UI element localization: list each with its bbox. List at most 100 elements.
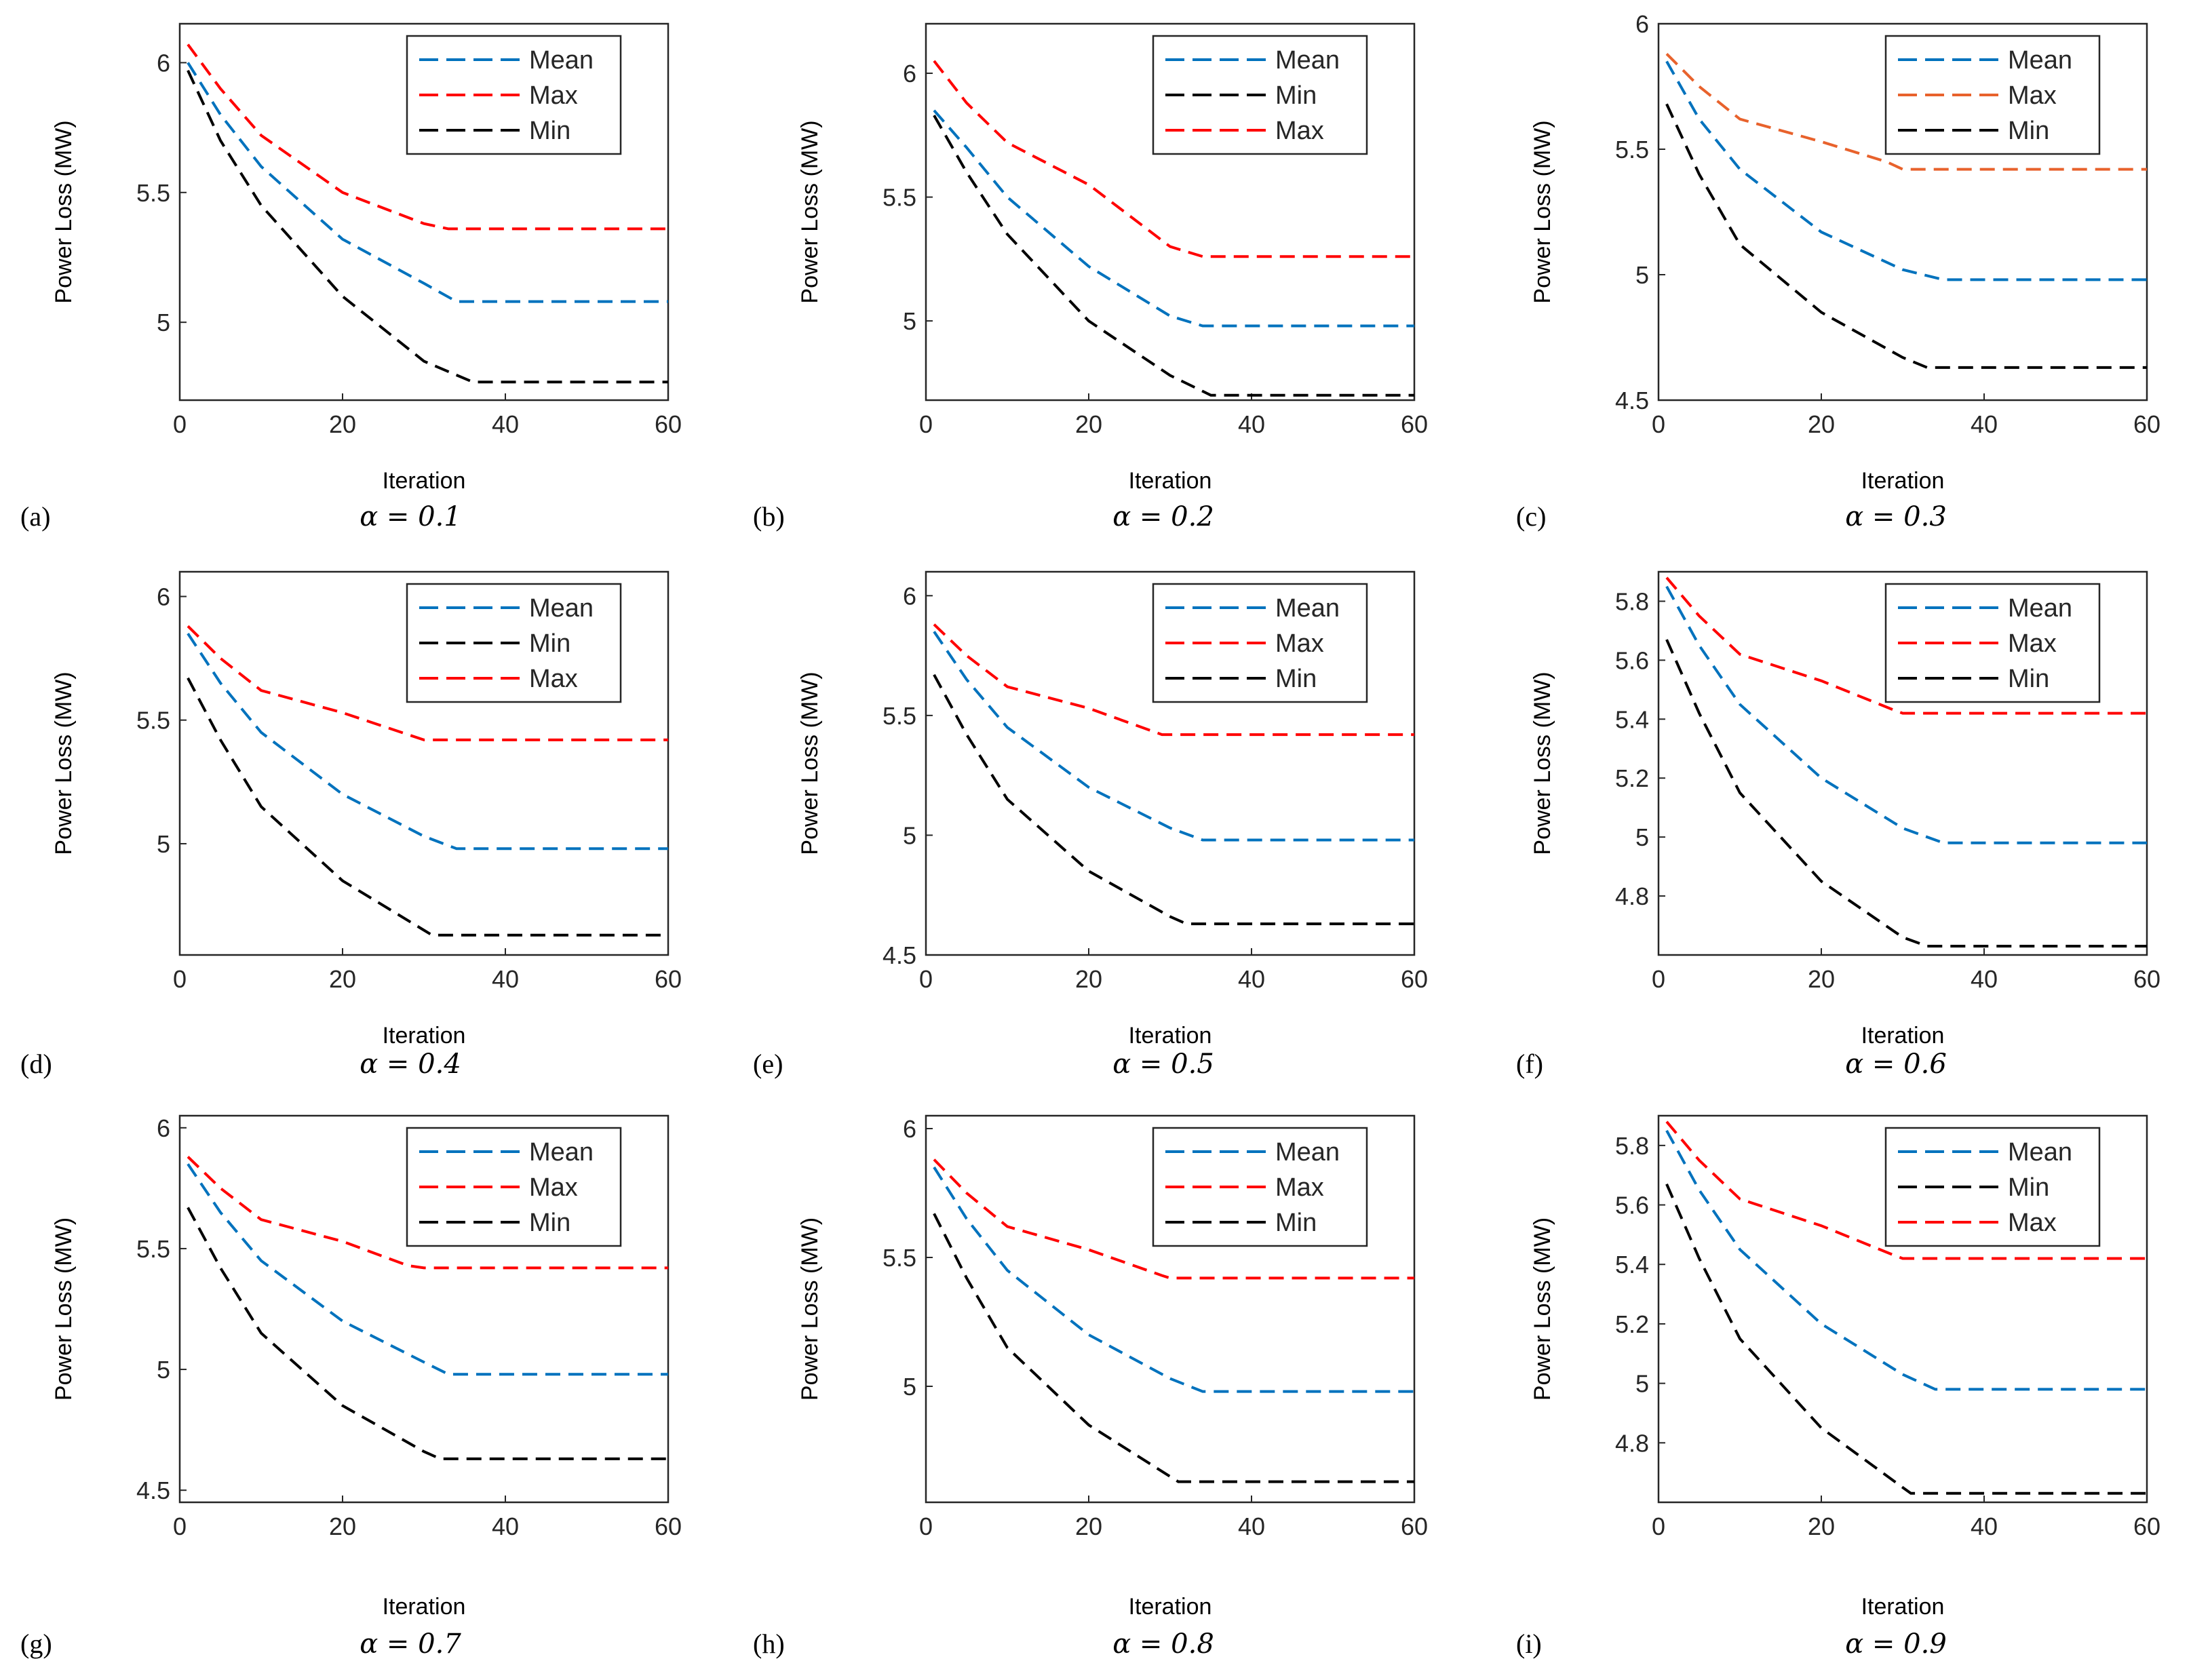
x-tick-label: 20 — [329, 1512, 356, 1540]
x-tick-label: 20 — [1075, 965, 1102, 993]
x-tick-label: 20 — [1075, 410, 1102, 438]
x-axis-label: Iteration — [1861, 1023, 1945, 1049]
x-tick-label: 20 — [1808, 965, 1835, 993]
alpha-caption: α = 0.8 — [1112, 1628, 1214, 1660]
x-tick-label: 20 — [1808, 1512, 1835, 1540]
y-tick-label: 5.5 — [883, 184, 916, 212]
legend-label: Max — [2008, 81, 2057, 110]
y-tick-label: 4.5 — [1615, 387, 1649, 414]
alpha-caption: α = 0.9 — [1845, 1628, 1947, 1660]
series-line-mean — [187, 62, 668, 303]
x-axis-label: Iteration — [383, 1594, 466, 1620]
chart-panel: 0 20 40 60 4.5 5 5.5 6 Iteration Power Loss (MW) M… — [1516, 10, 2160, 532]
series-line-max — [187, 43, 668, 231]
legend-label: Mean — [1275, 594, 1340, 623]
legend-label: Max — [1275, 1173, 1324, 1202]
x-tick-label: 0 — [173, 965, 187, 993]
series-line-max — [1665, 577, 2147, 715]
panel-caption: (e) — [753, 1049, 783, 1079]
x-tick-label: 0 — [1652, 410, 1665, 438]
x-tick-label: 60 — [2133, 1512, 2160, 1540]
panel-caption: (h) — [753, 1628, 785, 1659]
legend-label: Min — [1275, 665, 1317, 693]
x-tick-label: 40 — [1238, 1512, 1265, 1540]
panel-caption: (d) — [20, 1049, 52, 1079]
x-axis-label: Iteration — [1129, 468, 1212, 494]
alpha-caption: α = 0.5 — [1112, 1049, 1214, 1080]
panel-caption: (a) — [20, 501, 50, 532]
y-tick-label: 5 — [903, 821, 916, 849]
y-axis-label: Power Loss (MW) — [1530, 671, 1555, 855]
y-tick-label: 6 — [1635, 10, 1649, 38]
y-axis-label: Power Loss (MW) — [51, 671, 77, 855]
series-line-min — [187, 1207, 668, 1460]
x-tick-label: 40 — [1971, 410, 1998, 438]
alpha-caption: α = 0.1 — [360, 501, 461, 532]
x-tick-label: 60 — [655, 1512, 682, 1540]
chart-panel: 0 20 40 60 5 5.5 6 Iteration Power Loss (MW) Mean… — [753, 22, 1428, 532]
alpha-caption: α = 0.3 — [1845, 501, 1947, 532]
y-tick-label: 5.8 — [1615, 1132, 1649, 1160]
y-tick-label: 5.5 — [883, 702, 916, 730]
x-axis-label: Iteration — [1129, 1023, 1212, 1049]
y-tick-label: 4.5 — [883, 941, 916, 969]
chart-panel: 0 20 40 60 4.8 5 5.2 5.4 5.6 5.8 Iteration Power Lo… — [1516, 570, 2160, 1080]
y-tick-label: 5.5 — [136, 179, 170, 207]
legend-label: Mean — [529, 594, 594, 623]
y-tick-label: 5 — [903, 307, 916, 335]
y-axis-label: Power Loss (MW) — [1530, 120, 1555, 303]
x-tick-label: 0 — [173, 1512, 187, 1540]
series-line-max — [933, 60, 1414, 258]
x-tick-label: 40 — [492, 1512, 519, 1540]
y-tick-label: 5.2 — [1615, 764, 1649, 792]
chart-panel: 0 20 40 60 5 5.5 6 Iteration Power Loss (MW) Mean… — [753, 1114, 1428, 1660]
y-tick-label: 6 — [157, 1114, 170, 1142]
x-tick-label: 40 — [1238, 410, 1265, 438]
y-tick-label: 6 — [903, 1115, 916, 1143]
alpha-caption: α = 0.2 — [1112, 501, 1214, 532]
legend-label: Max — [529, 81, 578, 110]
x-tick-label: 60 — [2133, 410, 2160, 438]
y-tick-label: 5 — [1635, 823, 1649, 851]
legend-label: Max — [529, 1173, 578, 1202]
series-line-min — [1665, 103, 2147, 369]
legend-label: Min — [1275, 1209, 1317, 1237]
x-tick-label: 20 — [1808, 410, 1835, 438]
chart-panel: 0 20 40 60 4.5 5 5.5 6 Iteration Power Loss (MW) M… — [20, 1114, 682, 1660]
x-tick-label: 0 — [919, 1512, 933, 1540]
y-tick-label: 5 — [157, 1356, 170, 1384]
alpha-caption: α = 0.6 — [1845, 1049, 1947, 1080]
legend-label: Mean — [529, 46, 594, 75]
legend-label: Min — [2008, 1173, 2049, 1202]
legend-label: Mean — [2008, 1138, 2072, 1167]
legend-label: Max — [1275, 629, 1324, 658]
y-tick-label: 5.4 — [1615, 705, 1649, 733]
legend-label: Min — [2008, 117, 2049, 145]
y-tick-label: 5.5 — [136, 707, 170, 735]
x-tick-label: 40 — [1971, 965, 1998, 993]
x-axis-label: Iteration — [1861, 468, 1945, 494]
x-tick-label: 0 — [1652, 965, 1665, 993]
y-tick-label: 5.5 — [136, 1235, 170, 1263]
series-line-mean — [1665, 1129, 2147, 1391]
x-tick-label: 60 — [1401, 1512, 1428, 1540]
panel-caption: (i) — [1516, 1628, 1542, 1659]
series-line-min — [187, 70, 668, 384]
panel-caption: (b) — [753, 501, 785, 532]
y-tick-label: 5.5 — [1615, 136, 1649, 163]
series-line-mean — [933, 109, 1414, 328]
y-tick-label: 5.6 — [1615, 1192, 1649, 1219]
panel-caption: (c) — [1516, 501, 1546, 532]
y-tick-label: 5 — [1635, 1370, 1649, 1398]
x-tick-label: 60 — [655, 410, 682, 438]
series-line-min — [933, 115, 1414, 397]
alpha-caption: α = 0.4 — [360, 1049, 461, 1080]
y-tick-label: 5.8 — [1615, 587, 1649, 615]
legend-label: Max — [2008, 1209, 2057, 1237]
series-line-min — [933, 1213, 1414, 1483]
x-tick-label: 60 — [2133, 965, 2160, 993]
y-axis-label: Power Loss (MW) — [797, 1217, 823, 1401]
series-line-max — [1665, 1120, 2147, 1260]
y-tick-label: 5 — [1635, 261, 1649, 289]
